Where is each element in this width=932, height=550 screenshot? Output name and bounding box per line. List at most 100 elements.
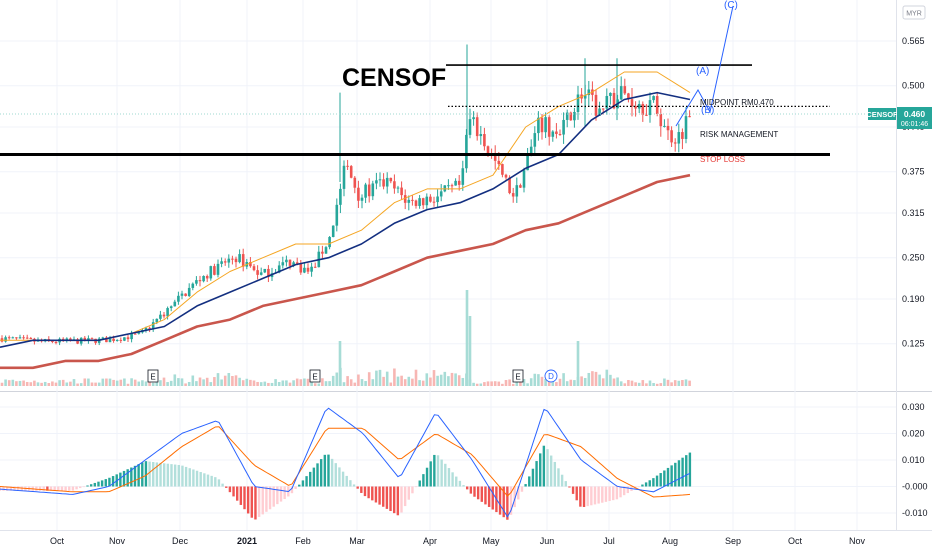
volume-bar [357,374,360,386]
macd-histogram-bar [363,486,367,497]
volume-bar [407,376,411,386]
volume-bar [684,379,688,386]
macd-histogram-bar [108,477,111,487]
candle-body [25,337,29,339]
candle-body [623,86,627,94]
candle-body [148,327,151,329]
macd-histogram-bar [79,486,82,489]
volume-bar [529,378,533,386]
volume-bar [281,380,285,386]
stop-loss-label: STOP LOSS [700,155,745,164]
candle-body [177,295,180,302]
macd-histogram-bar [57,486,60,491]
macd-histogram-bar [458,480,462,487]
candle-body [666,125,670,131]
candle-body [522,170,526,188]
volume-bar [299,379,303,386]
candle-body [209,266,213,279]
macd-histogram-bar [531,468,535,487]
volume-bar [303,378,306,386]
candle-body [627,93,630,100]
earnings-marker[interactable]: E [147,369,159,383]
volume-bar [659,383,663,386]
candle-body [515,185,519,197]
volume-bar [112,379,115,386]
macd-histogram-bar [188,468,191,487]
volume-bar [209,382,213,386]
candle-body [223,261,227,263]
volume-bar [673,380,677,386]
candle-body [555,131,558,134]
candle-body [375,180,378,184]
volume-bar [544,379,547,386]
volume-bar [414,369,418,386]
volume-bar [108,378,112,386]
volume-bar [83,378,87,386]
volume-bar [58,380,61,386]
time-axis[interactable]: Oct Nov Dec 2021 Feb Mar Apr May Jun Jul Aug Sep Oct… [50,536,866,546]
volume-bar [677,380,681,386]
time-tick-label: Apr [423,536,437,546]
candle-body [162,314,166,317]
volume-spike [338,341,342,386]
candle-body [187,287,191,297]
macd-histogram-bar [272,486,275,507]
candle-body [565,112,569,120]
volume-bar [439,374,443,386]
macd-histogram-bar [568,486,571,488]
volume-bar [87,378,90,386]
macd-histogram-bar [137,464,140,487]
volume-bar [241,380,245,386]
macd-histogram-bar [539,453,542,487]
volume-spike [468,316,472,386]
volume-bar [159,380,162,386]
volume-bar [184,383,187,386]
macd-histogram-bar [122,470,126,487]
volume-bar [310,378,313,386]
candle-body [7,337,11,339]
macd-histogram-bar [239,486,243,505]
macd-histogram-bar [681,457,684,487]
candle-body [569,112,573,121]
price-tick-label: 0.315 [902,208,925,218]
candle-body [537,117,540,134]
macd-histogram-bar [100,480,104,487]
macd-axis[interactable]: 0.030 0.020 0.010 -0.000 -0.010 [902,402,928,518]
price-tick-label: 0.250 [902,253,925,263]
candle-body [544,117,547,133]
macd-histogram-bar [524,484,527,487]
volume-bar [292,380,295,386]
dividend-marker[interactable]: D [544,369,558,383]
price-pane[interactable] [0,0,896,388]
macd-histogram-bar [509,486,513,515]
time-tick-label: Aug [662,536,678,546]
macd-histogram-bar [469,486,473,494]
macd-histogram-bar [396,486,400,516]
macd-histogram-bar [0,486,2,491]
time-tick-label: Feb [295,536,311,546]
macd-histogram-bar [71,486,75,491]
candle-body [468,119,472,135]
price-levels [0,5,868,157]
candle-body [681,132,684,139]
earnings-marker[interactable]: E [309,369,321,383]
macd-histogram-bar [473,486,476,497]
candle-body [123,337,126,341]
macd-histogram-bar [411,486,414,494]
candle-body [411,199,414,201]
wave-a-label: (A) [696,66,709,77]
macd-histogram-bar [250,486,254,518]
macd-histogram-bar [334,463,337,487]
volume-bar [555,382,558,386]
macd-histogram-bar [177,464,180,487]
volume-bar [454,373,457,386]
macd-histogram-bar [502,486,505,518]
macd-pane[interactable] [0,395,896,527]
earnings-marker[interactable]: E [512,369,524,383]
time-tick-label: Mar [349,536,365,546]
moving-averages [0,71,691,370]
currency-badge[interactable]: MYR [902,5,926,20]
